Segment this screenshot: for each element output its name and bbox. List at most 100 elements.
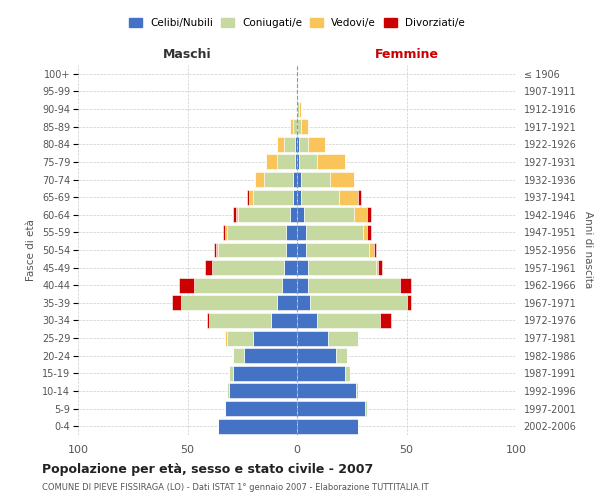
- Bar: [207, 313, 209, 328]
- Bar: [304, 208, 354, 222]
- Bar: [225, 330, 227, 345]
- Bar: [227, 384, 229, 398]
- Bar: [281, 278, 297, 292]
- Bar: [181, 296, 277, 310]
- Bar: [233, 366, 297, 381]
- Bar: [218, 242, 286, 258]
- Bar: [301, 172, 330, 187]
- Bar: [297, 278, 308, 292]
- Bar: [297, 137, 299, 152]
- Bar: [358, 190, 361, 204]
- Text: COMUNE DI PIEVE FISSIRAGA (LO) - Dati ISTAT 1° gennaio 2007 - Elaborazione TUTTI: COMUNE DI PIEVE FISSIRAGA (LO) - Dati IS…: [42, 482, 428, 492]
- Bar: [378, 260, 382, 275]
- Bar: [290, 208, 297, 222]
- Bar: [317, 313, 380, 328]
- Bar: [380, 313, 391, 328]
- Bar: [179, 278, 194, 292]
- Bar: [297, 401, 365, 416]
- Bar: [293, 190, 297, 204]
- Bar: [238, 208, 290, 222]
- Y-axis label: Fasce di età: Fasce di età: [26, 219, 37, 281]
- Bar: [297, 242, 306, 258]
- Bar: [297, 119, 301, 134]
- Bar: [356, 384, 358, 398]
- Bar: [310, 296, 407, 310]
- Bar: [233, 348, 244, 363]
- Bar: [338, 190, 358, 204]
- Bar: [337, 348, 347, 363]
- Bar: [229, 366, 233, 381]
- Bar: [345, 366, 350, 381]
- Bar: [328, 330, 358, 345]
- Bar: [297, 260, 308, 275]
- Bar: [297, 102, 299, 116]
- Bar: [253, 330, 297, 345]
- Bar: [244, 348, 297, 363]
- Bar: [308, 278, 400, 292]
- Bar: [367, 208, 371, 222]
- Bar: [233, 208, 236, 222]
- Bar: [297, 190, 301, 204]
- Bar: [172, 296, 181, 310]
- Bar: [286, 225, 297, 240]
- Bar: [362, 225, 367, 240]
- Text: Femmine: Femmine: [374, 48, 439, 62]
- Bar: [297, 208, 304, 222]
- Bar: [400, 278, 411, 292]
- Bar: [299, 137, 308, 152]
- Bar: [295, 137, 297, 152]
- Bar: [306, 225, 362, 240]
- Bar: [308, 260, 376, 275]
- Bar: [293, 172, 297, 187]
- Bar: [209, 313, 271, 328]
- Bar: [227, 330, 253, 345]
- Bar: [306, 242, 369, 258]
- Bar: [253, 190, 293, 204]
- Bar: [284, 137, 295, 152]
- Bar: [271, 313, 297, 328]
- Bar: [365, 401, 367, 416]
- Bar: [212, 260, 284, 275]
- Bar: [277, 296, 297, 310]
- Bar: [218, 418, 297, 434]
- Bar: [229, 384, 297, 398]
- Bar: [214, 242, 216, 258]
- Bar: [286, 242, 297, 258]
- Bar: [277, 137, 284, 152]
- Bar: [301, 190, 338, 204]
- Bar: [367, 225, 371, 240]
- Bar: [205, 260, 212, 275]
- Bar: [256, 172, 264, 187]
- Legend: Celibi/Nubili, Coniugati/e, Vedovi/e, Divorziati/e: Celibi/Nubili, Coniugati/e, Vedovi/e, Di…: [126, 14, 468, 31]
- Bar: [297, 348, 337, 363]
- Bar: [369, 242, 374, 258]
- Bar: [297, 418, 358, 434]
- Bar: [297, 366, 345, 381]
- Bar: [223, 225, 225, 240]
- Bar: [297, 172, 301, 187]
- Y-axis label: Anni di nascita: Anni di nascita: [583, 212, 593, 288]
- Bar: [297, 330, 328, 345]
- Bar: [297, 225, 306, 240]
- Bar: [225, 225, 227, 240]
- Text: Maschi: Maschi: [163, 48, 212, 62]
- Bar: [216, 242, 218, 258]
- Bar: [299, 102, 301, 116]
- Bar: [374, 242, 376, 258]
- Bar: [277, 154, 295, 170]
- Bar: [297, 296, 310, 310]
- Bar: [354, 208, 367, 222]
- Bar: [293, 119, 297, 134]
- Bar: [266, 154, 277, 170]
- Bar: [299, 154, 317, 170]
- Bar: [308, 137, 325, 152]
- Bar: [297, 384, 356, 398]
- Bar: [290, 119, 293, 134]
- Bar: [247, 190, 249, 204]
- Bar: [227, 225, 286, 240]
- Bar: [236, 208, 238, 222]
- Bar: [297, 313, 317, 328]
- Bar: [284, 260, 297, 275]
- Text: Popolazione per età, sesso e stato civile - 2007: Popolazione per età, sesso e stato civil…: [42, 462, 373, 475]
- Bar: [376, 260, 378, 275]
